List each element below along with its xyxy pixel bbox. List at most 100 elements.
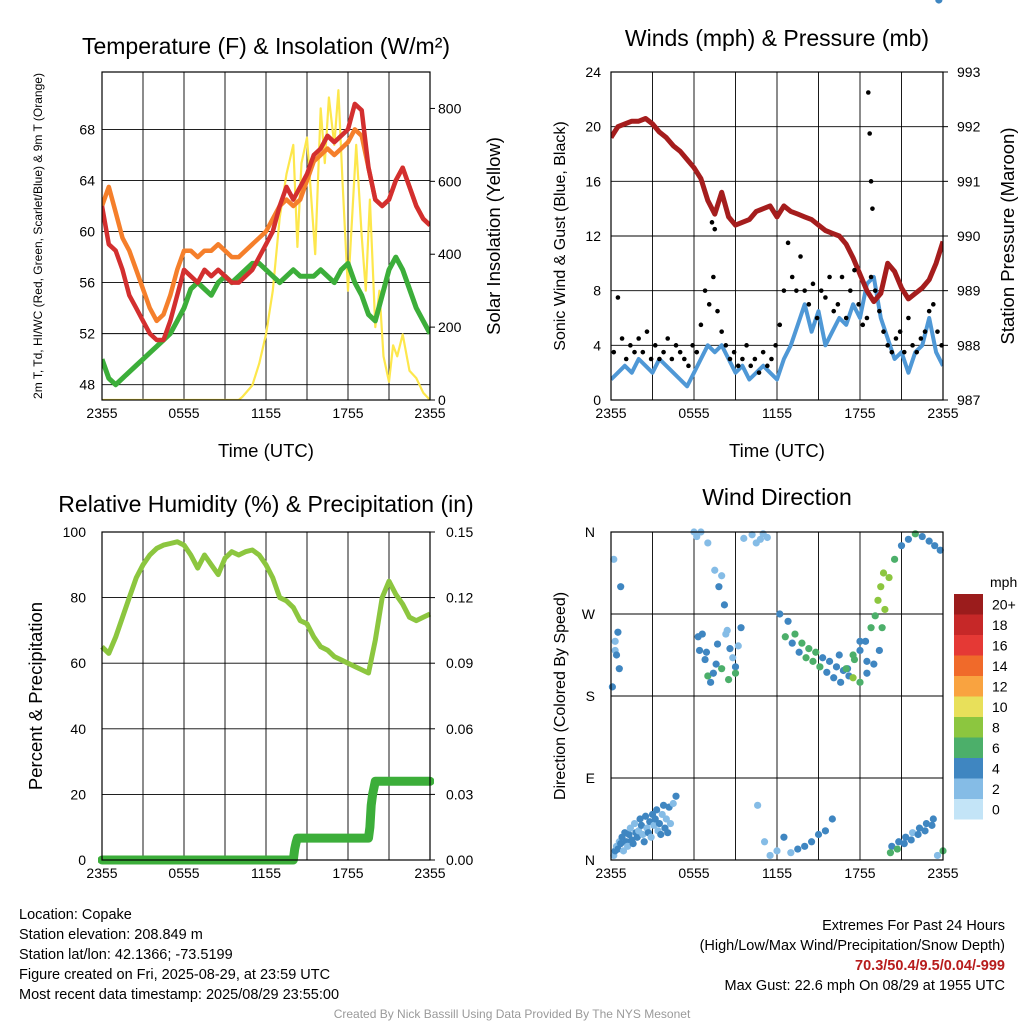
gust-point xyxy=(636,336,641,341)
direction-point xyxy=(657,830,665,839)
gust-point xyxy=(868,179,874,184)
gust-point xyxy=(711,274,716,280)
direction-point xyxy=(835,651,843,659)
x-tick-label: 2355 xyxy=(86,405,117,421)
direction-point xyxy=(659,801,668,809)
direction-point xyxy=(693,532,701,541)
chart-panel-1: 2355 0555 1155 1755 2355 Temperature (F) & In… xyxy=(31,33,504,461)
gust-point xyxy=(922,329,928,334)
y2-axis-label: Solar Insolation (Yellow) xyxy=(483,137,504,335)
direction-point xyxy=(809,657,817,665)
y2-tick-label: 600 xyxy=(438,173,462,189)
legend-title: mph xyxy=(990,574,1017,590)
gust-point xyxy=(712,226,718,232)
y-tick-label: 48 xyxy=(79,377,95,393)
gust-point xyxy=(839,274,845,280)
direction-point xyxy=(931,542,939,550)
chart-title: Wind Direction xyxy=(702,484,852,510)
x-tick-label: 2355 xyxy=(86,865,117,881)
direction-point xyxy=(816,663,824,671)
gust-point xyxy=(760,349,766,355)
gust-point xyxy=(827,274,832,280)
gust-point xyxy=(823,295,828,300)
direction-point xyxy=(849,674,857,682)
y-tick-label: 24 xyxy=(585,64,601,80)
direction-point xyxy=(879,569,888,577)
legend-swatch xyxy=(954,717,983,738)
direction-point xyxy=(795,648,803,656)
direction-point xyxy=(630,819,639,828)
direction-point xyxy=(637,821,646,829)
series-line xyxy=(102,101,430,343)
gust-point xyxy=(740,356,745,362)
x-tick-label: 1155 xyxy=(251,405,281,421)
gust-point xyxy=(657,356,662,362)
gust-point xyxy=(889,349,895,355)
gust-point xyxy=(814,315,820,321)
y-axis-label: 2m T, Td, HI/WC (Red, Green, Scarlet/Blu… xyxy=(31,73,45,399)
x-tick-label: 2355 xyxy=(927,865,958,881)
direction-point xyxy=(702,648,711,656)
gust-point xyxy=(719,329,724,334)
gust-point xyxy=(706,302,712,307)
direction-point xyxy=(718,572,726,580)
direction-point xyxy=(731,669,740,677)
direction-point xyxy=(711,566,719,574)
gust-point xyxy=(773,343,778,348)
gust-point xyxy=(748,363,754,369)
direction-point xyxy=(704,539,712,547)
x-tick-label: 1755 xyxy=(844,865,875,881)
x-tick-label: 2355 xyxy=(595,405,626,421)
y-tick-label: 0 xyxy=(593,392,601,408)
gust-point xyxy=(798,254,803,259)
y2-tick-label: 992 xyxy=(957,119,981,135)
legend-label: 10 xyxy=(992,699,1008,715)
gust-point xyxy=(744,343,749,348)
legend-swatch xyxy=(954,676,983,697)
credit-line: Created By Nick Bassill Using Data Provi… xyxy=(333,1007,691,1021)
direction-point xyxy=(918,532,926,541)
y-tick-label: E xyxy=(586,770,595,786)
y-tick-label: 0 xyxy=(78,852,86,868)
y-tick-label: N xyxy=(585,852,595,868)
direction-point xyxy=(929,815,937,823)
direction-point xyxy=(763,533,771,542)
gust-point xyxy=(931,302,936,307)
series-line xyxy=(100,539,432,676)
direction-point xyxy=(875,646,883,655)
gust-point xyxy=(856,302,861,307)
direction-point xyxy=(870,660,878,668)
x-tick-label: 0555 xyxy=(168,865,199,881)
direction-point xyxy=(798,639,806,647)
gust-point xyxy=(860,322,866,328)
x-tick-label: 1155 xyxy=(762,405,792,421)
y-tick-label: W xyxy=(582,606,596,622)
gust-point xyxy=(802,288,807,293)
direction-point xyxy=(715,583,723,591)
recent-timestamp: Most recent data timestamp: 2025/08/29 2… xyxy=(19,987,340,1003)
gust-point xyxy=(661,349,666,355)
direction-point xyxy=(740,534,748,542)
y-tick-label: 100 xyxy=(63,524,87,540)
gust-point xyxy=(652,343,658,348)
gust-point xyxy=(686,363,691,369)
y2-tick-label: 991 xyxy=(957,173,981,189)
y-tick-label: 64 xyxy=(79,172,95,188)
y-tick-label: 40 xyxy=(70,721,86,737)
gust-point xyxy=(897,329,903,334)
direction-point xyxy=(707,678,715,686)
direction-point xyxy=(915,824,924,832)
direction-point xyxy=(832,663,841,671)
direction-point xyxy=(617,840,625,848)
y-tick-label: 8 xyxy=(593,283,601,299)
gust-point xyxy=(785,240,791,246)
legend-label: 16 xyxy=(992,637,1008,653)
extremes-subtitle: (High/Low/Max Wind/Precipitation/Snow De… xyxy=(699,938,1005,954)
y-tick-label: S xyxy=(586,688,595,704)
y2-tick-label: 200 xyxy=(438,319,462,335)
direction-point xyxy=(734,642,742,650)
gust-point xyxy=(794,288,799,293)
x-tick-label: 2355 xyxy=(927,405,958,421)
direction-point xyxy=(647,833,655,841)
